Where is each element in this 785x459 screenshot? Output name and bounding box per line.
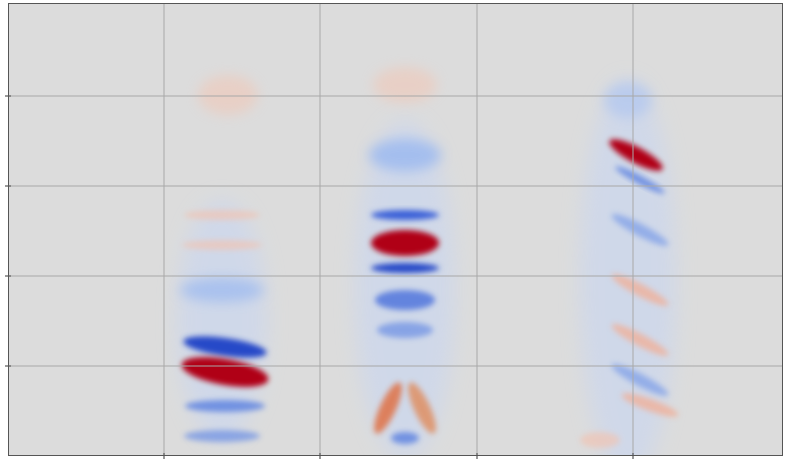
stripe <box>611 274 669 306</box>
stripe <box>611 324 669 356</box>
stripe <box>391 432 419 444</box>
stripe <box>184 210 260 220</box>
stripe <box>580 432 620 448</box>
faint-blob <box>198 75 258 115</box>
stripe <box>374 382 402 434</box>
stripe <box>611 364 669 396</box>
stripe <box>185 400 265 412</box>
red-band <box>371 230 439 256</box>
stripe <box>621 393 679 417</box>
plot-border <box>8 3 783 456</box>
signal-column-2 <box>355 67 455 456</box>
blue-band <box>371 263 439 273</box>
grid <box>8 3 783 456</box>
heatmap <box>177 67 679 456</box>
faint-blob <box>373 67 437 103</box>
red-band <box>181 357 269 387</box>
stripe <box>369 139 441 171</box>
stripe <box>182 240 262 250</box>
stripe <box>180 278 264 302</box>
red-band <box>609 139 663 171</box>
blue-band <box>183 336 267 358</box>
stripe <box>408 382 436 434</box>
stripe <box>184 430 260 442</box>
signal-column-1 <box>177 75 269 442</box>
stripe <box>371 210 439 220</box>
background-wash <box>580 80 676 456</box>
stripe <box>611 214 669 246</box>
stripe <box>377 322 433 338</box>
signal-column-3 <box>580 80 679 456</box>
stripe <box>375 290 435 310</box>
background-wash <box>355 120 455 456</box>
stripe <box>615 166 665 194</box>
stripe <box>604 82 652 118</box>
